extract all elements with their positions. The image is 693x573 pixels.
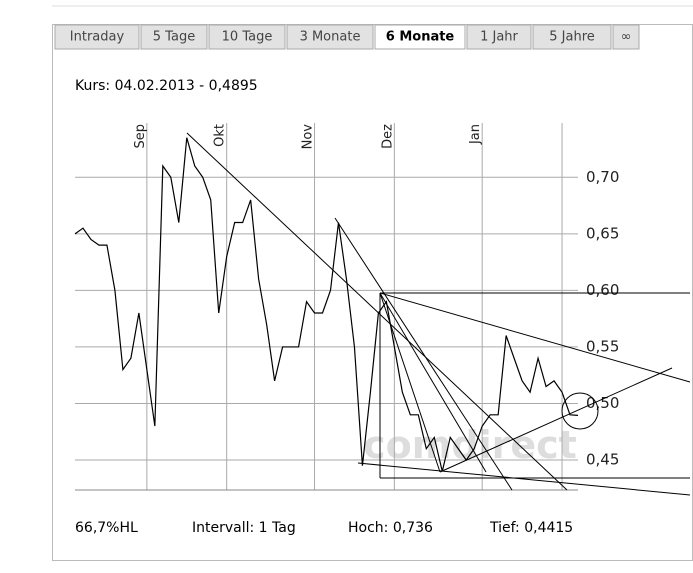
tab-bg [140,24,208,50]
tab[interactable]: 5 Jahre [532,24,612,50]
trend-line [379,292,691,383]
trend-line [186,132,568,491]
trend-line [379,292,487,473]
tab-bg [466,24,532,50]
trend-line [357,462,691,496]
annotations [186,132,691,496]
footer-stat: 66,7%HL [75,520,138,536]
tab[interactable]: 1 Jahr [466,24,532,50]
y-tick-label: 0,65 [586,224,619,242]
footer-stat: Hoch: 0,736 [348,520,433,536]
x-tick-label: Nov [301,124,316,150]
x-tick-label: Jan [468,124,483,145]
tab[interactable]: 5 Tage [140,24,208,50]
y-tick-label: 0,70 [586,168,619,186]
tab-label: ∞ [621,30,632,45]
tab-label: Intraday [70,30,125,45]
tab[interactable]: 10 Tage [208,24,286,50]
tab[interactable]: ∞ [612,24,640,50]
x-tick-label: Okt [213,124,228,147]
highlight-circle [561,392,599,430]
footer: 66,7%HL Intervall: 1 Tag Hoch: 0,736 Tief: … [75,520,573,536]
footer-stat: Tief: 0,4415 [489,520,573,536]
x-tick-label: Sep [133,124,148,149]
tab-bg [208,24,286,50]
y-tick-label: 0,50 [586,394,619,412]
trend-line [439,367,673,473]
tab-bg [286,24,374,50]
y-tick-label: 0,60 [586,281,619,299]
tab[interactable]: Intraday [54,24,140,50]
tab-label: 10 Tage [222,30,273,45]
tab[interactable]: 3 Monate [286,24,374,50]
tab-bg [374,24,466,50]
price-line [74,137,579,472]
tab-bg [54,24,140,50]
y-tick-label: 0,45 [586,451,619,469]
tab[interactable]: 6 Monate [374,24,466,50]
tab-label: 5 Tage [153,30,195,45]
y-tick-label: 0,55 [586,337,619,355]
tab-label: 3 Monate [300,30,361,45]
x-tick-label: Dez [380,124,395,149]
tab-label: 1 Jahr [480,30,518,45]
tab-label: 6 Monate [386,30,455,45]
tab-bg [612,24,640,50]
trend-line [334,217,513,491]
tab-bar: Intraday 5 Tage 10 Tage 3 Monate 6 Monate 1 J… [54,24,640,50]
tab-label: 5 Jahre [549,30,595,45]
footer-stat: Intervall: 1 Tag [192,520,296,536]
plot: 0,45 0,50 0,55 0,60 0,65 0,70 Sep Okt Nov Dez Jan [74,123,619,491]
tab-bg [532,24,612,50]
chart-title: Kurs: 04.02.2013 - 0,4895 [75,78,258,94]
trend-line [379,292,441,473]
